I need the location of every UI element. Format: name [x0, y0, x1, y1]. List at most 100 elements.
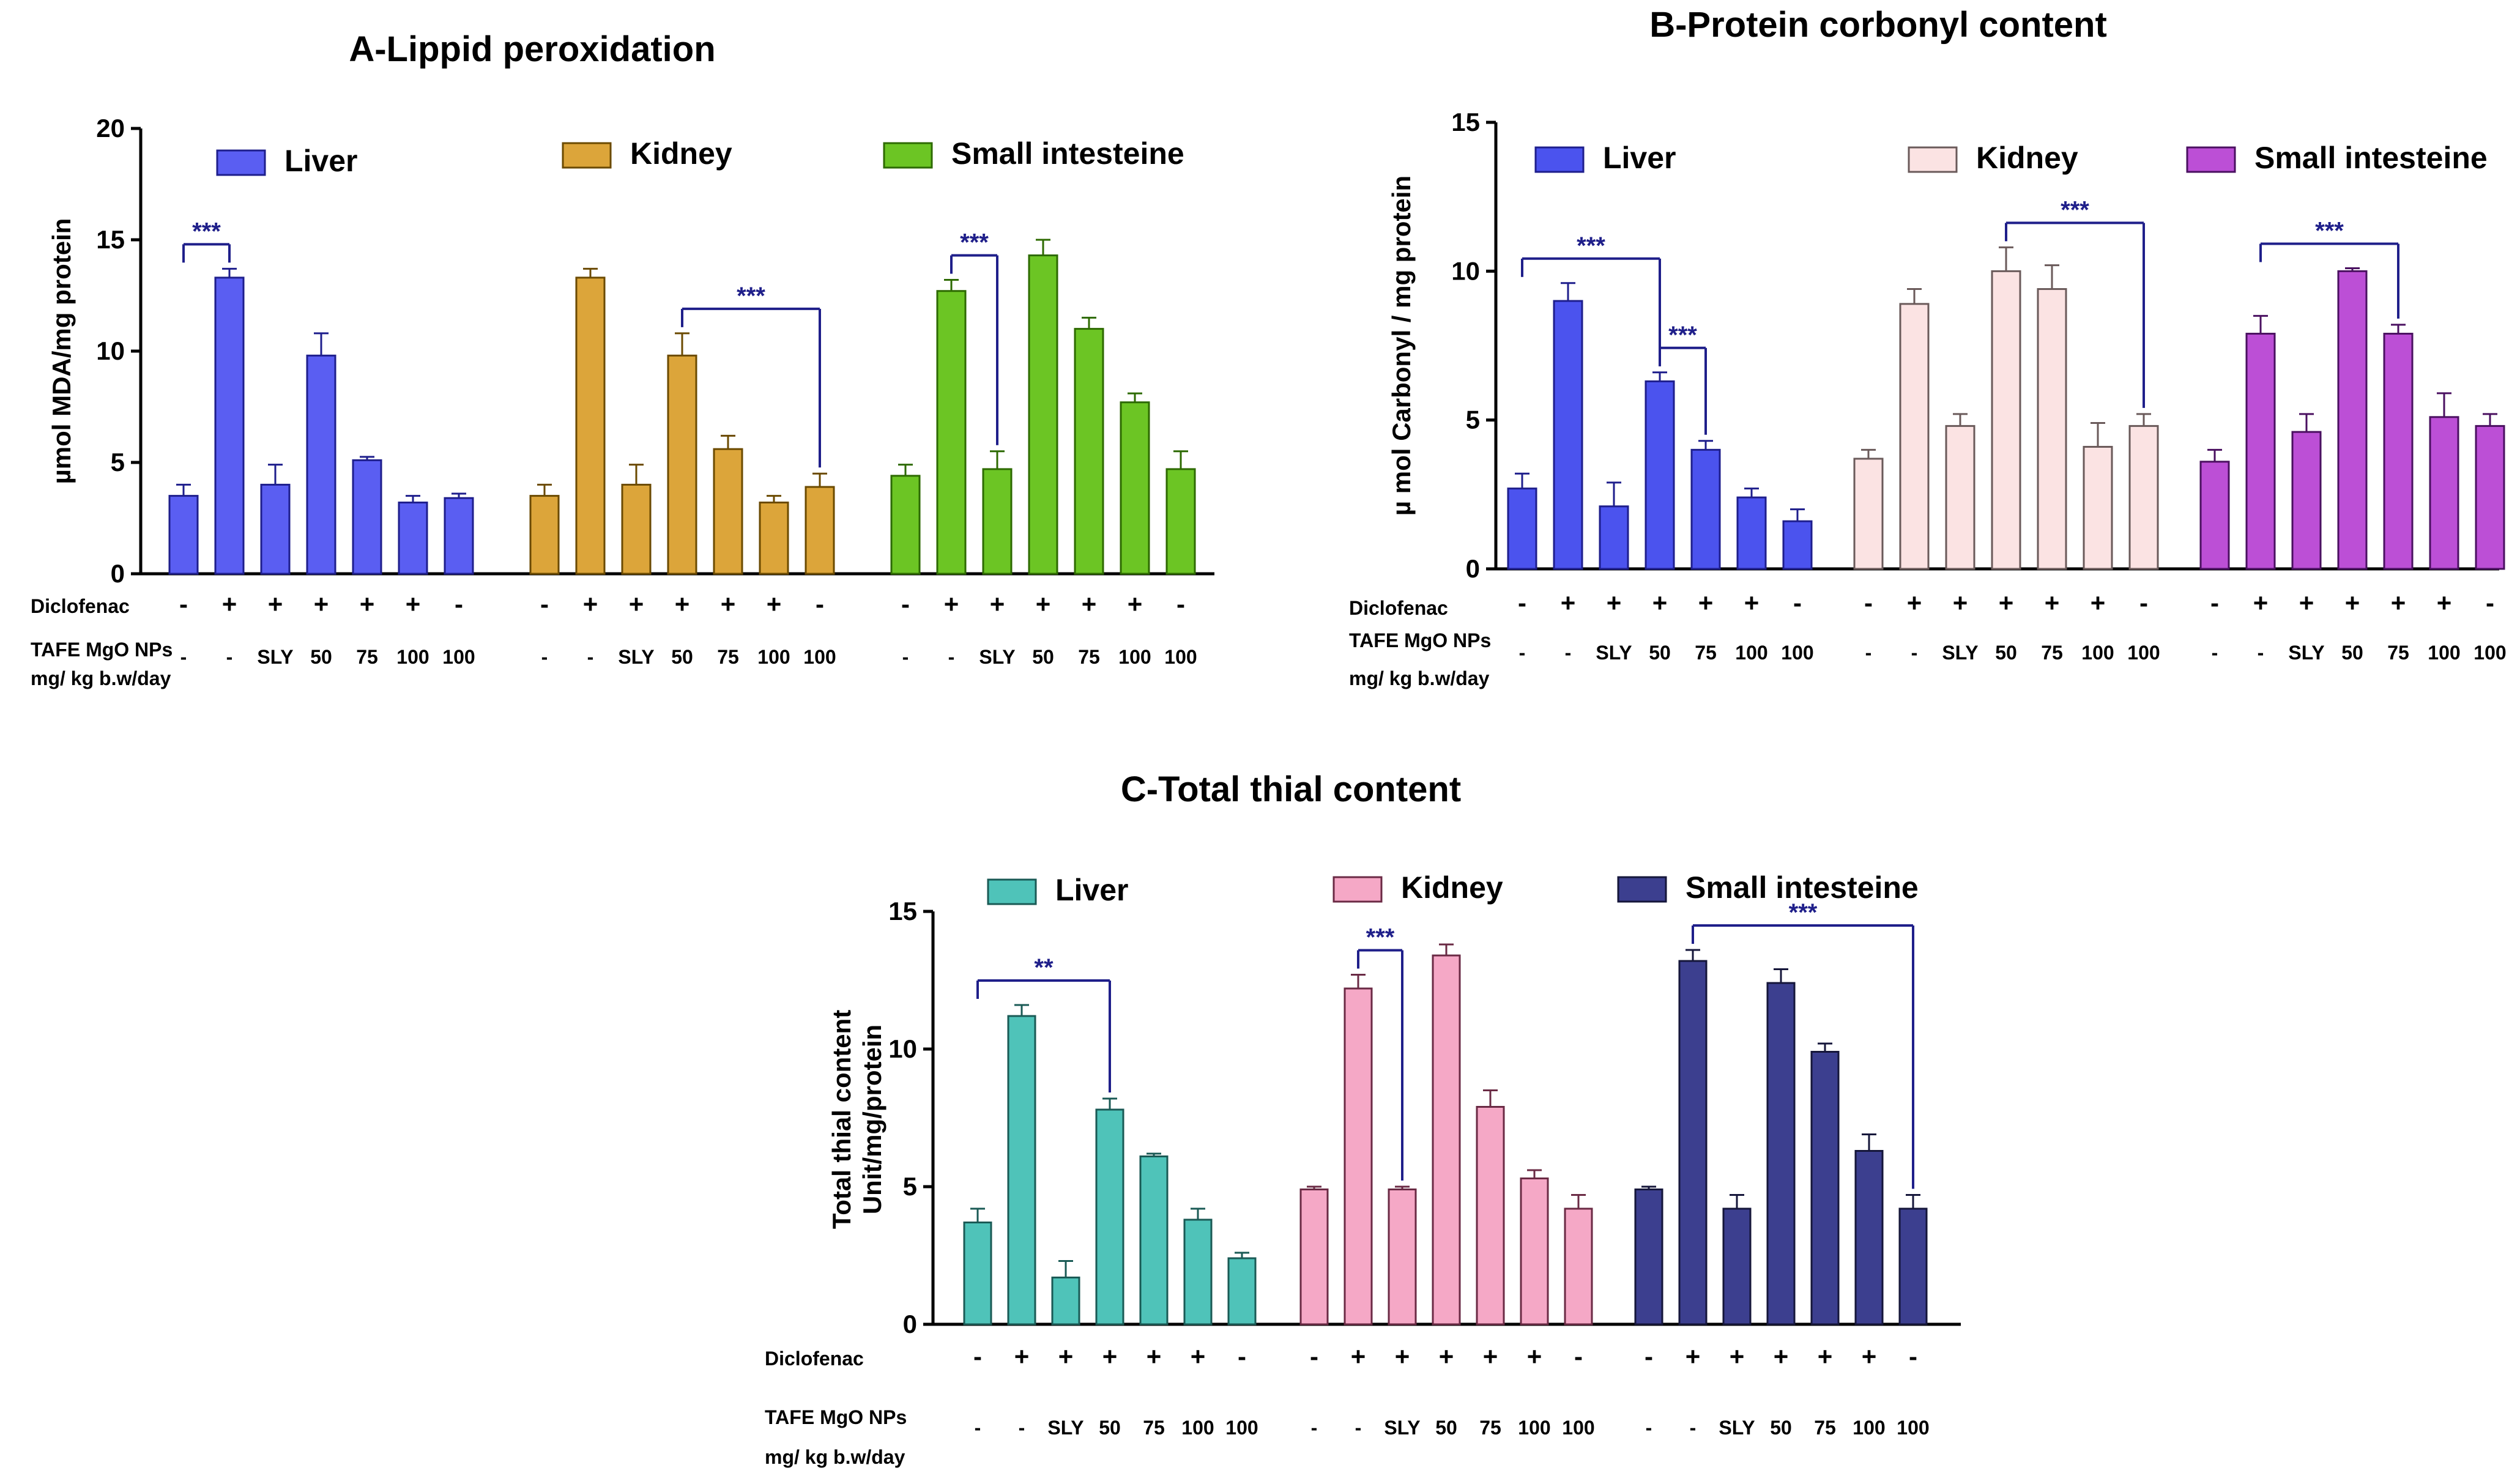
- chart-title: C-Total thial content: [1121, 770, 1461, 809]
- significance-label: ***: [2315, 217, 2344, 244]
- diclofenac-sign: +: [1818, 1342, 1833, 1371]
- diclofenac-sign: +: [1607, 588, 1622, 617]
- diclofenac-sign: +: [1191, 1342, 1206, 1371]
- bar: [1553, 300, 1583, 570]
- dose-label: 100: [803, 646, 836, 668]
- bar: [1520, 1177, 1549, 1326]
- row-label-diclofenac: Diclofenac: [765, 1348, 864, 1370]
- dose-label: 75: [2387, 642, 2409, 664]
- diclofenac-sign: -: [2139, 588, 2148, 617]
- y-tick-label: 0: [111, 559, 125, 588]
- bar: [2083, 445, 2113, 570]
- bar: [2128, 425, 2159, 570]
- dose-label: 50: [671, 646, 693, 668]
- series-small-intesteine: [1634, 949, 1928, 1326]
- diclofenac-sign: +: [1036, 590, 1051, 618]
- bar: [1095, 1108, 1124, 1326]
- bar: [2245, 333, 2276, 570]
- series-liver: [168, 267, 474, 575]
- y-tick-label: 0: [1466, 554, 1480, 583]
- dose-label: 50: [1649, 642, 1671, 664]
- bar: [1766, 982, 1796, 1326]
- diclofenac-sign: +: [1395, 1342, 1410, 1371]
- bar: [1139, 1155, 1169, 1326]
- y-axis-label: µmol MDA/mg protein: [47, 218, 76, 484]
- bar: [1722, 1207, 1752, 1326]
- series-liver: [963, 1004, 1257, 1326]
- legend-label: Kidney: [630, 136, 732, 171]
- dose-label: -: [1865, 642, 1872, 664]
- dose-label: -: [2258, 642, 2264, 664]
- dose-label: 75: [1143, 1417, 1165, 1439]
- diclofenac-sign: +: [1147, 1342, 1162, 1371]
- diclofenac-sign: +: [1058, 1342, 1074, 1371]
- diclofenac-sign: +: [1483, 1342, 1498, 1371]
- series-kidney: [1853, 246, 2159, 570]
- diclofenac-sign: +: [1014, 1342, 1030, 1371]
- diclofenac-sign: +: [1999, 588, 2014, 617]
- row-label-treatment: TAFE MgO NPs: [765, 1406, 907, 1428]
- bar: [168, 495, 199, 575]
- dose-label: 100: [757, 646, 790, 668]
- legend-label: Small intesteine: [1686, 870, 1919, 905]
- row-label-treatment: TAFE MgO NPs: [31, 639, 173, 661]
- diclofenac-sign: +: [406, 590, 421, 618]
- significance-label: ***: [737, 283, 765, 310]
- legend-swatch: [883, 142, 933, 169]
- y-axis-label-unit: Unit/mg/protein: [858, 1025, 886, 1214]
- significance-bracket: ***: [2259, 217, 2399, 319]
- dose-label: 100: [1181, 1417, 1214, 1439]
- diclofenac-sign: +: [1686, 1342, 1701, 1371]
- row-label-treatment: TAFE MgO NPs: [1349, 629, 1491, 651]
- dose-label: -: [1019, 1417, 1025, 1439]
- diclofenac-sign: +: [314, 590, 329, 618]
- series-small-intesteine: [2199, 267, 2505, 570]
- legend-swatch: [1332, 876, 1383, 903]
- y-tick-label: 5: [111, 448, 125, 477]
- diclofenac-sign: +: [990, 590, 1005, 618]
- legend-swatch: [2186, 146, 2236, 173]
- dose-label: -: [975, 1417, 981, 1439]
- bar: [1007, 1015, 1036, 1326]
- bar: [214, 276, 245, 575]
- diclofenac-sign: -: [1793, 588, 1802, 617]
- diclofenac-sign: +: [1907, 588, 1922, 617]
- legend-label: Kidney: [1976, 141, 2078, 175]
- bar: [667, 354, 697, 575]
- bar: [1991, 270, 2021, 570]
- y-tick-label: 5: [903, 1172, 917, 1201]
- diclofenac-sign: +: [944, 590, 959, 618]
- significance-bracket: ***: [681, 283, 821, 468]
- bar: [1853, 458, 1884, 570]
- bar: [890, 475, 921, 575]
- dose-label: SLY: [618, 646, 654, 668]
- bar: [1736, 496, 1767, 570]
- diclofenac-sign: +: [629, 590, 644, 618]
- dose-label: 50: [1099, 1417, 1121, 1439]
- series-liver: [1507, 282, 1813, 570]
- dose-label: 50: [1032, 646, 1054, 668]
- legend-label: Small intesteine: [951, 136, 1184, 171]
- bar: [936, 290, 967, 575]
- dose-label: SLY: [979, 646, 1015, 668]
- y-tick-label: 15: [96, 225, 125, 254]
- y-tick-label: 15: [1451, 108, 1480, 136]
- significance-bracket: ***: [1692, 899, 1914, 1189]
- diclofenac-sign: +: [1698, 588, 1714, 617]
- dose-label: 75: [717, 646, 739, 668]
- row-label-diclofenac: Diclofenac: [31, 595, 130, 617]
- bar: [1945, 425, 1975, 570]
- dose-label: 100: [442, 646, 475, 668]
- significance-label: ***: [192, 218, 221, 245]
- diclofenac-sign: +: [2253, 588, 2269, 617]
- legend-swatch: [1534, 146, 1585, 173]
- bar: [2291, 431, 2322, 570]
- dose-label: -: [2212, 642, 2218, 664]
- diclofenac-sign: -: [973, 1342, 982, 1371]
- diclofenac-sign: -: [1238, 1342, 1246, 1371]
- diclofenac-sign: +: [767, 590, 782, 618]
- dose-label: 50: [1770, 1417, 1792, 1439]
- bar: [982, 468, 1013, 575]
- diclofenac-sign: -: [2210, 588, 2219, 617]
- diclofenac-sign: -: [1176, 590, 1185, 618]
